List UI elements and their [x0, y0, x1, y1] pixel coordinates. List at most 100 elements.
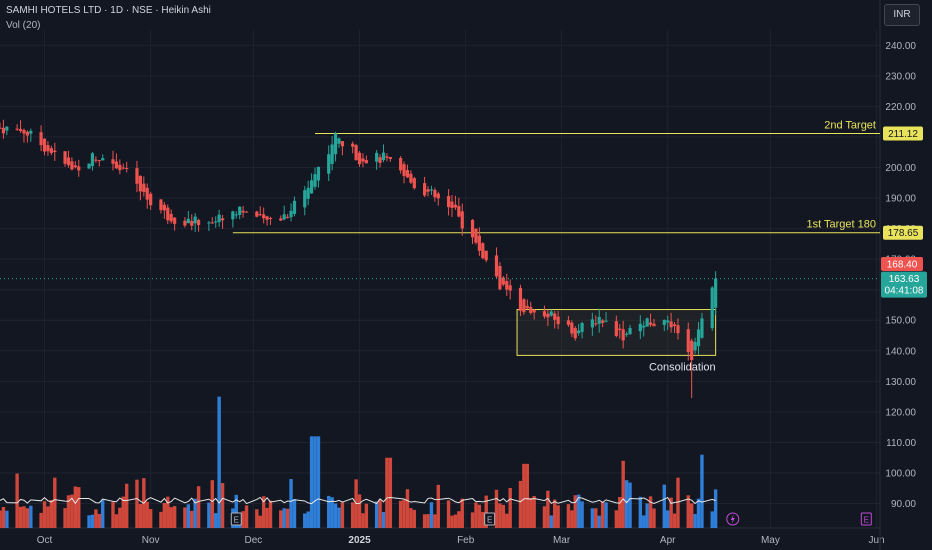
candle: [159, 199, 163, 211]
candle: [262, 214, 266, 219]
candle: [214, 221, 218, 223]
candle: [470, 219, 475, 238]
target-price-pill-label: 211.12: [888, 129, 918, 140]
volume-bar: [522, 463, 526, 528]
candle: [114, 161, 119, 169]
candle: [474, 228, 478, 243]
volume-bar: [700, 454, 704, 528]
candle: [220, 218, 225, 221]
volume-bar: [214, 513, 218, 528]
volume-bar: [402, 499, 406, 528]
volume-bar: [265, 507, 269, 528]
volume-bar: [638, 496, 643, 528]
volume-bar: [648, 496, 653, 528]
volume-bar: [405, 489, 410, 528]
candle: [87, 163, 91, 169]
candle: [525, 305, 529, 309]
candle: [162, 204, 166, 211]
candle: [286, 216, 290, 218]
volume-bar: [268, 500, 273, 528]
candle: [66, 157, 71, 166]
candle: [481, 243, 485, 259]
candle: [388, 157, 392, 159]
volume-bar: [662, 484, 666, 528]
candle: [522, 299, 526, 313]
candle: [70, 161, 74, 170]
candle: [327, 154, 331, 174]
candle: [714, 278, 718, 308]
candle: [549, 311, 553, 316]
volume-bar: [422, 514, 427, 528]
volume-bar: [306, 511, 310, 528]
candle: [25, 131, 29, 136]
earnings-marker-label: E: [234, 516, 239, 525]
volume-bar: [604, 502, 608, 528]
candle: [303, 190, 307, 208]
earnings-marker: [230, 512, 242, 526]
candle: [409, 173, 413, 183]
candle: [601, 320, 605, 323]
candle: [700, 318, 704, 338]
x-tick-label: Nov: [142, 535, 160, 546]
candle: [22, 129, 26, 134]
volume-bar: [244, 505, 249, 528]
candle: [597, 317, 601, 324]
candle: [399, 157, 403, 171]
candle: [186, 218, 190, 224]
candle: [494, 255, 499, 277]
candle: [77, 166, 81, 171]
candle: [49, 148, 53, 153]
y-tick-label: 140.00: [885, 346, 916, 357]
candle: [90, 153, 95, 167]
candle: [405, 170, 410, 178]
volume-bar: [429, 502, 434, 528]
volume-bar: [196, 486, 201, 528]
candle: [268, 218, 273, 220]
volume-bar: [686, 495, 690, 528]
candle: [429, 189, 434, 191]
volume-bar: [460, 498, 464, 528]
volume-bar: [255, 509, 259, 528]
candle: [190, 220, 194, 226]
volume-bar: [333, 503, 338, 528]
candle: [460, 211, 464, 229]
volume-bar: [111, 502, 115, 528]
volume-bar: [546, 490, 550, 528]
volume-bar: [566, 504, 571, 528]
candle: [625, 333, 629, 335]
candle: [590, 319, 594, 328]
candle: [361, 158, 365, 162]
candle: [313, 174, 317, 187]
volume-bar: [63, 508, 67, 528]
volume-bar: [22, 506, 26, 528]
volume-bar: [501, 504, 506, 528]
volume-bar: [556, 505, 560, 528]
x-tick-label: Dec: [244, 535, 262, 546]
volume-bar: [398, 500, 403, 528]
currency-button[interactable]: INR: [884, 4, 920, 26]
x-tick-label: 2025: [348, 535, 371, 546]
target-price-pill-label: 178.65: [888, 228, 919, 239]
volume-bar: [518, 480, 523, 528]
volume-bar: [162, 502, 167, 528]
volume-bar: [316, 436, 321, 528]
y-tick-label: 90.00: [891, 499, 916, 510]
target-level-label: 2nd Target: [824, 120, 876, 132]
candle: [453, 204, 458, 208]
candle: [29, 130, 33, 134]
volume-bar: [101, 499, 105, 528]
candle: [231, 211, 235, 220]
candle: [621, 329, 625, 341]
volume-bar: [292, 499, 297, 528]
candle: [241, 210, 245, 213]
volume-bar: [87, 515, 91, 528]
candle: [690, 340, 694, 361]
volume-bar: [148, 509, 153, 528]
earnings-marker-label: E: [864, 516, 869, 525]
candle: [450, 201, 454, 208]
prev-close-label: 168.40: [887, 260, 918, 271]
volume-bar: [169, 507, 173, 528]
volume-bar: [15, 473, 19, 528]
volume-bar: [138, 503, 143, 528]
